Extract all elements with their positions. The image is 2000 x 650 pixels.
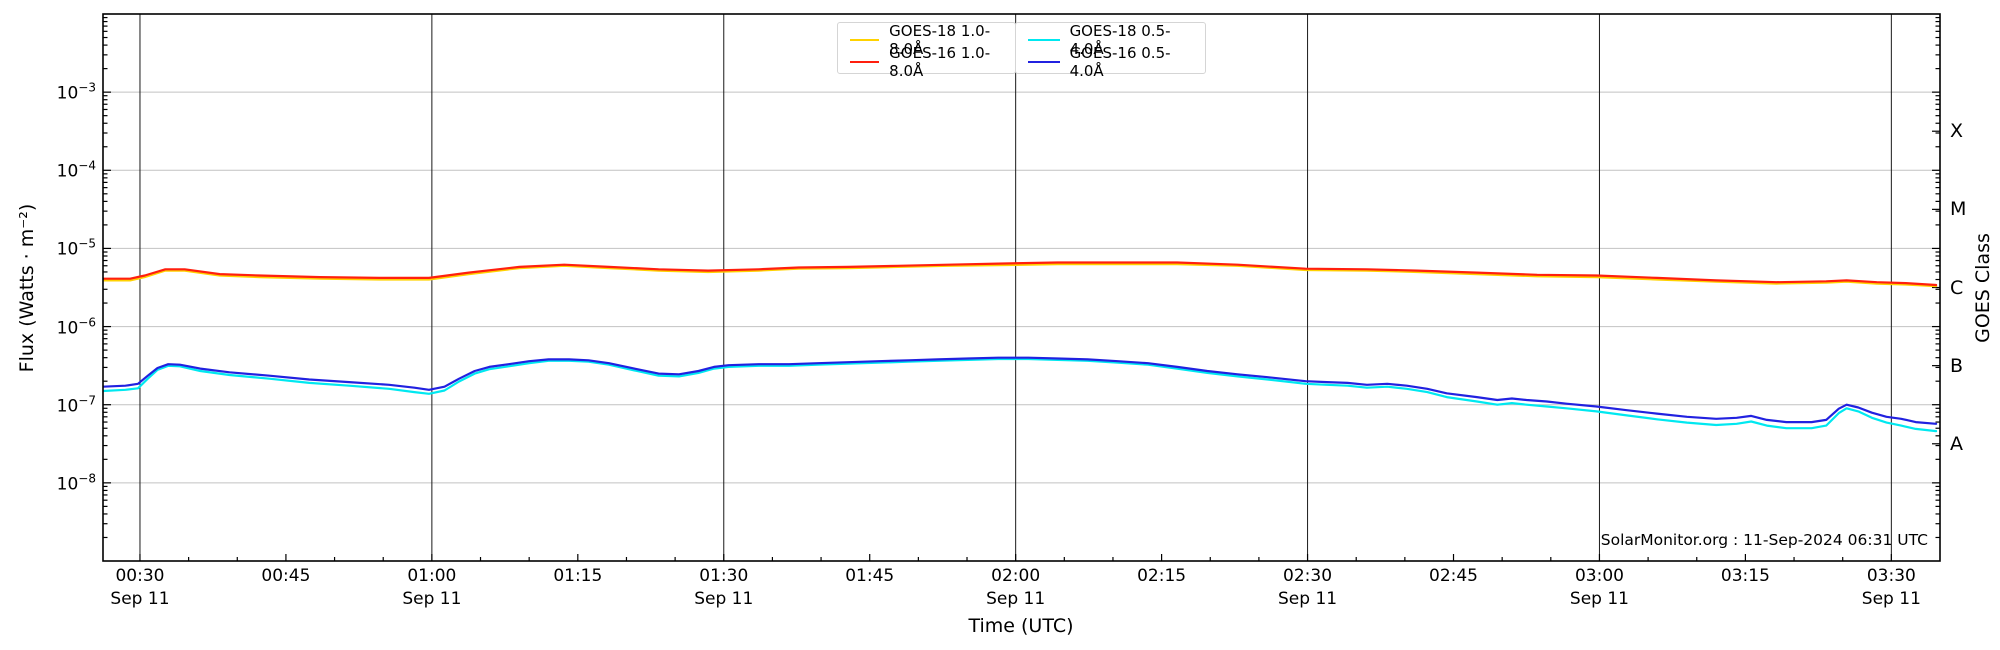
x-tick-label-0130: 01:30	[699, 566, 749, 586]
legend-box-short-channel: GOES-18 0.5-4.0Å GOES-16 0.5-4.0Å	[1015, 22, 1206, 80]
legend-item: GOES-16 0.5-4.0Å	[1024, 44, 1195, 80]
series-line-2	[103, 261, 1938, 287]
goes-class-label-x: X	[1950, 120, 1964, 143]
legend-item: GOES-16 1.0-8.0Å	[846, 44, 1005, 80]
legend-item: GOES-18 0.5-4.0Å	[1024, 22, 1195, 58]
y-tick-label-1e-6: 10−6	[56, 315, 96, 338]
legend-box-long-channel: GOES-18 1.0-8.0Å GOES-16 1.0-8.0Å	[837, 22, 1016, 80]
x-tick-label-0245: 02:45	[1429, 566, 1478, 586]
x-tick-label-0315: 03:15	[1720, 566, 1770, 586]
watermark-text: SolarMonitor.org : 11-Sep-2024 06:31 UTC	[1600, 531, 1928, 549]
x-date-label-0100: Sep 11	[402, 589, 462, 609]
goes-class-label-b: B	[1950, 354, 1964, 377]
legend-line-swatch	[850, 61, 880, 63]
series-line-3	[103, 357, 1938, 433]
y-tick-label-1e-3: 10−3	[56, 80, 96, 104]
data-series	[103, 261, 1938, 433]
x-date-label-0230: Sep 11	[1278, 589, 1338, 609]
legend-label: GOES-18 1.0-8.0Å	[889, 22, 991, 58]
x-tick-label-0030: 00:30	[115, 566, 165, 586]
x-date-label-0300: Sep 11	[1569, 589, 1629, 609]
vertical-gridlines	[139, 14, 1892, 561]
y-tick-label-1e-5: 10−5	[56, 237, 96, 260]
plot-border	[102, 13, 1941, 562]
y-tick-label-1e-8: 10−8	[56, 471, 96, 495]
series-line-4	[103, 356, 1938, 425]
x-tick-label-0200: 02:00	[991, 566, 1041, 586]
goes-class-label-a: A	[1950, 432, 1963, 455]
legend-label: GOES-16 0.5-4.0Å	[1069, 44, 1171, 80]
horizontal-gridlines	[103, 91, 1940, 484]
goes-class-label-c: C	[1950, 276, 1964, 299]
legend-line-swatch	[1028, 61, 1060, 63]
x-tick-label-0230: 02:30	[1283, 566, 1333, 586]
x-tick-label-0330: 03:30	[1866, 566, 1916, 586]
y-axis-title-right: GOES Class	[1972, 233, 1994, 343]
x-tick-label-0300: 03:00	[1574, 566, 1624, 586]
x-tick-label-0145: 01:45	[845, 566, 895, 586]
x-tick-label-0215: 02:15	[1137, 566, 1187, 586]
legend-label: GOES-18 0.5-4.0Å	[1069, 22, 1171, 58]
x-axis-title: Time (UTC)	[968, 615, 1074, 637]
x-tick-label-0100: 01:00	[407, 566, 457, 586]
y-axis-title-left: Flux (Watts · m⁻²)	[16, 203, 38, 373]
legend-label: GOES-16 1.0-8.0Å	[889, 44, 991, 80]
x-date-label-0130: Sep 11	[694, 589, 754, 609]
x-tick-label-0045: 00:45	[261, 566, 311, 586]
y-tick-label-1e-7: 10−7	[56, 393, 96, 417]
x-tick-label-0115: 01:15	[553, 566, 603, 586]
x-date-label-0330: Sep 11	[1861, 589, 1921, 609]
y-tick-label-1e-4: 10−4	[56, 158, 96, 182]
legend-line-swatch	[1028, 39, 1060, 41]
x-date-label-0200: Sep 11	[986, 589, 1046, 609]
legend-item: GOES-18 1.0-8.0Å	[846, 22, 1005, 58]
legend-line-swatch	[850, 39, 880, 41]
goes-class-label-m: M	[1950, 198, 1967, 221]
x-date-label-0030: Sep 11	[110, 589, 170, 609]
